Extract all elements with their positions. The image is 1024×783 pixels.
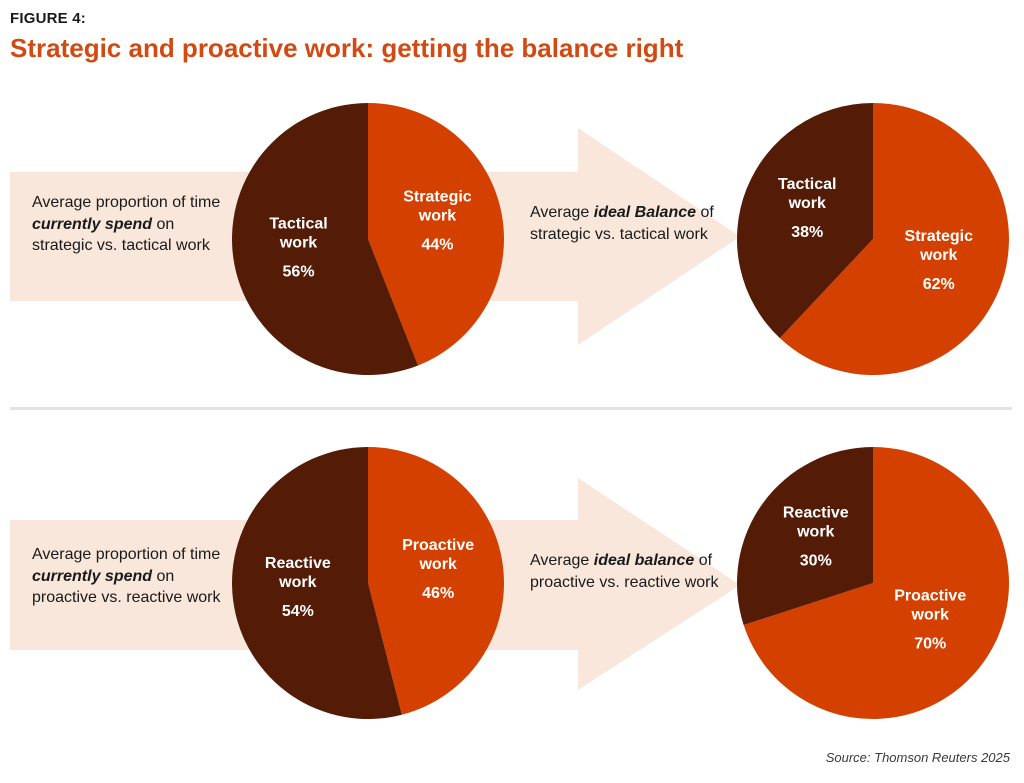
row-1-ideal-pie-orange-label: work [919,247,957,264]
row-1-ideal-pie-orange-value-label: 62% [923,276,955,293]
row-1-ideal-pie-slice-tactical-work [736,103,873,339]
row-1-current-pie-orange-label: Strategic [403,189,472,206]
row-2-current-pie-orange-value-label: 46% [422,585,454,602]
desc-emphasis: currently spend [32,215,153,233]
row-1-current-pie-dark-value-label: 56% [283,263,315,280]
row-2-current-description: Average proportion of time currently spe… [32,544,232,609]
desc-emphasis: currently spend [32,567,153,585]
row-1-current-pie-slice-strategic-work [368,103,504,366]
row-2-current-pie-dark-value-label: 54% [282,603,314,620]
row-2-current-pie-slice-reactive-work [232,447,402,719]
row-2-ideal-pie-slice-reactive-work [737,447,873,626]
source-note: Source: Thomson Reuters 2025 [825,750,1010,765]
row-2-current-pie-slice-proactive-work [368,447,505,715]
row-2-current-pie-dark-label: work [278,574,316,591]
row-2-ideal-description: Average ideal balance of proactive vs. r… [530,550,730,593]
row-2-ideal-pie-dark-label: Reactive [783,504,849,521]
row-1-current-pie-dark-label: work [279,234,317,251]
desc-text: Average proportion of time [32,194,221,211]
row-2-ideal-pie-orange-value-label: 70% [914,636,946,653]
row-1-current-pie-dark-label: Tactical [269,215,327,232]
desc-text: on strategic vs. tactical work [32,215,210,255]
desc-text: Average proportion of time [32,546,221,563]
row-1-arrow [470,128,740,345]
row-2-ideal-pie-dark-value-label: 30% [800,552,832,569]
desc-text: of proactive vs. reactive work [530,552,719,591]
row-1-current-description: Average proportion of time currently spe… [32,192,232,257]
row-1-current-pie-orange-value-label: 44% [421,237,453,254]
row-2-ideal-pie-orange-label: work [911,607,949,624]
desc-text: of strategic vs. tactical work [530,204,714,243]
row-1-ideal-description: Average ideal Balance of strategic vs. t… [530,202,730,245]
row-1-ideal-pie-dark-label: Tactical [778,176,836,193]
desc-emphasis: ideal Balance [593,204,697,221]
row-2-current-pie-orange-label: work [418,556,456,573]
row-1-ideal-pie-dark-label: work [788,195,826,212]
row-2-ideal-pie-dark-label: work [796,523,834,540]
desc-text: Average [530,204,594,221]
row-1-ideal-pie-slice-strategic-work [779,103,1009,376]
figure-title: Strategic and proactive work: getting th… [10,33,684,63]
row-2-ideal-pie-slice-proactive-work [743,447,1010,719]
desc-text: Average [530,552,594,569]
row-1-ideal-pie-dark-value-label: 38% [791,224,823,241]
desc-text: on proactive vs. reactive work [32,567,221,607]
row-2-arrow [470,478,740,690]
desc-emphasis: ideal balance [593,552,695,569]
row-2-ideal-pie-orange-label: Proactive [894,588,966,605]
row-2-current-pie-orange-label: Proactive [402,537,474,554]
row-1-current-pie-orange-label: work [418,208,456,225]
section-divider [10,407,1012,410]
row-1-ideal-pie-orange-label: Strategic [905,228,974,245]
row-1-current-pie-slice-tactical-work [231,103,419,375]
row-2-current-pie-dark-label: Reactive [265,555,331,572]
figure-label: FIGURE 4: [10,10,86,27]
